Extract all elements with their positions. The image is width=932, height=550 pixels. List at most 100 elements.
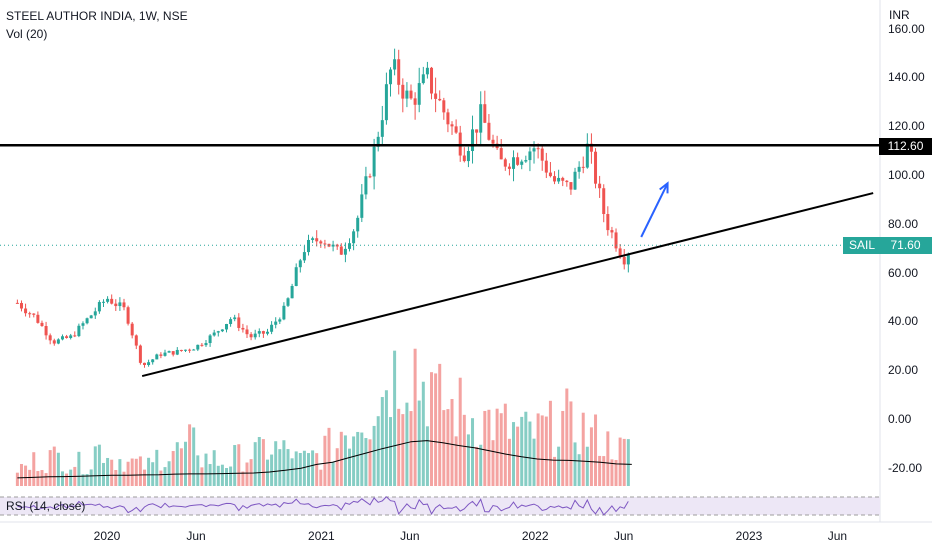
volume-bar xyxy=(65,473,69,486)
candle-body xyxy=(147,362,151,366)
volume-bar xyxy=(85,474,89,486)
candle-body xyxy=(577,166,581,172)
volume-bar xyxy=(48,450,52,486)
candle-body xyxy=(540,148,544,161)
volume-bar xyxy=(196,455,200,486)
volume-bar xyxy=(163,467,167,486)
candle-body xyxy=(134,335,138,346)
volume-bar xyxy=(540,415,544,486)
candle-body xyxy=(65,336,69,338)
candle-body xyxy=(614,232,618,249)
candle-body xyxy=(339,246,343,255)
candle-body xyxy=(32,313,36,315)
symbol-tag: SAIL xyxy=(843,237,881,254)
volume-bar xyxy=(290,458,294,486)
candle-body xyxy=(179,349,183,351)
candle-body xyxy=(204,343,208,346)
volume-bar xyxy=(122,471,126,486)
volume-bar xyxy=(237,444,241,486)
candle-body xyxy=(224,324,228,330)
candle-body xyxy=(106,298,110,302)
volume-bar xyxy=(491,440,495,486)
volume-bar xyxy=(233,445,237,486)
volume-bar xyxy=(224,468,228,486)
candle-body xyxy=(266,331,269,334)
candle-body xyxy=(602,188,606,215)
volume-bar xyxy=(134,458,138,486)
volume-bar xyxy=(151,462,155,486)
volume-bar xyxy=(315,453,319,486)
candle-body xyxy=(528,151,532,161)
candle-body xyxy=(409,90,413,99)
volume-bar xyxy=(589,427,593,486)
volume-bar xyxy=(565,388,569,486)
candle-body xyxy=(524,160,528,162)
candle-body xyxy=(241,327,245,330)
volume-bar xyxy=(60,471,64,486)
volume-bar xyxy=(97,444,101,486)
volume-bar xyxy=(331,462,335,486)
trendline[interactable] xyxy=(141,192,874,378)
volume-bar xyxy=(155,449,159,486)
volume-bar xyxy=(524,411,528,486)
volume-bar xyxy=(323,435,327,486)
candle-body xyxy=(311,238,315,240)
volume-bar xyxy=(512,422,516,486)
candle-body xyxy=(56,339,60,344)
candle-body xyxy=(52,340,56,344)
candle-body xyxy=(323,243,327,245)
candle-body xyxy=(581,166,585,168)
candle-body xyxy=(372,146,376,177)
candle-body xyxy=(319,241,323,244)
candle-body xyxy=(516,157,520,165)
price-tick-label: 40.00 xyxy=(888,314,919,329)
volume-bar xyxy=(376,416,380,486)
volume-bar xyxy=(479,444,483,486)
volume-bar xyxy=(532,438,536,486)
volume-bar xyxy=(442,410,446,486)
candle-body xyxy=(454,126,458,133)
candle-body xyxy=(413,98,417,105)
volume-bar xyxy=(298,452,302,486)
candle-body xyxy=(245,329,249,335)
candle-body xyxy=(565,180,569,183)
candle-body xyxy=(188,349,192,351)
candle-body xyxy=(483,104,487,123)
volume-bar xyxy=(413,348,417,486)
candle-body xyxy=(24,308,28,314)
candle-body xyxy=(270,324,274,332)
volume-bar xyxy=(475,446,479,486)
candle-body xyxy=(15,302,19,304)
candle-body xyxy=(315,238,319,242)
candle-body xyxy=(475,129,479,133)
volume-bar xyxy=(389,417,393,486)
candle-body xyxy=(44,326,48,336)
candle-body xyxy=(196,344,200,350)
volume-bar xyxy=(372,425,376,486)
candle-body xyxy=(130,323,134,336)
volume-bar xyxy=(405,402,409,486)
volume-bar xyxy=(360,432,364,486)
volume-bar xyxy=(257,437,261,486)
volume-bar xyxy=(622,438,626,486)
volume-bar xyxy=(393,350,397,486)
volume-bar xyxy=(44,473,48,486)
volume-bar xyxy=(93,446,97,486)
volume-bar xyxy=(557,446,561,486)
volume-bar xyxy=(548,400,552,486)
candle-body xyxy=(155,354,159,360)
candle-body xyxy=(307,239,311,253)
candle-body xyxy=(163,352,167,356)
candle-body xyxy=(380,120,384,137)
projection-arrow[interactable] xyxy=(640,181,669,238)
price-tick-label: 120.00 xyxy=(888,119,925,134)
currency-label: INR xyxy=(889,8,910,22)
candle-body xyxy=(40,322,44,327)
volume-bar xyxy=(499,413,503,486)
candle-body xyxy=(278,319,282,322)
volume-bar xyxy=(606,431,610,486)
candle-body xyxy=(536,148,540,150)
candle-body xyxy=(430,67,434,94)
candle-body xyxy=(401,84,405,99)
